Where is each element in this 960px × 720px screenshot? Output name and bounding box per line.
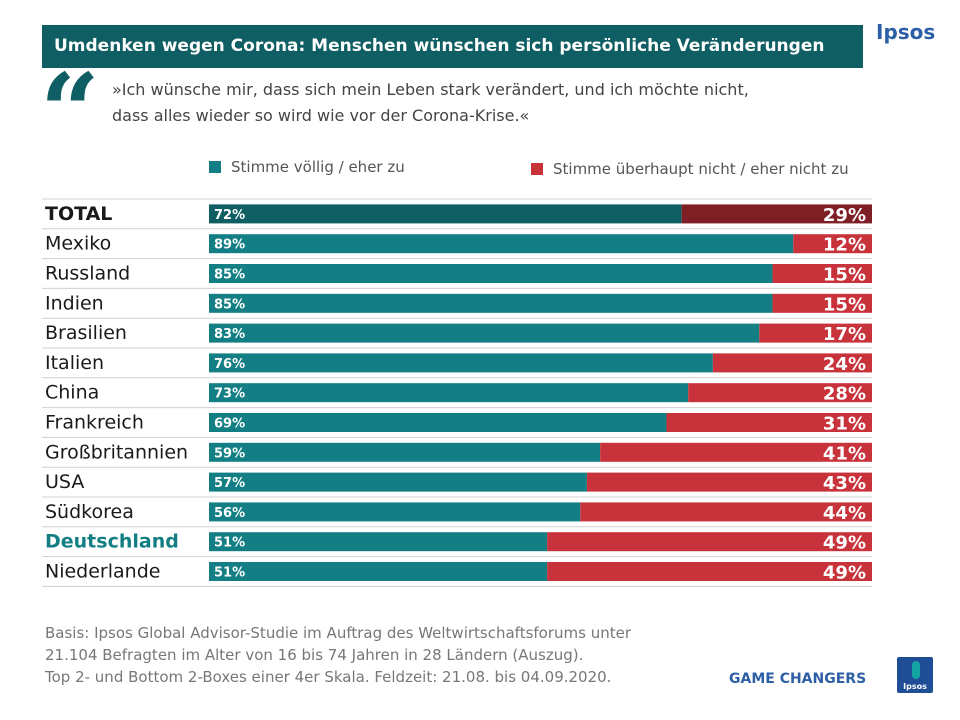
data-label-agree: 69%: [214, 417, 245, 432]
page-title: Umdenken wegen Corona: Menschen wünschen…: [42, 25, 863, 68]
bar-disagree: [712, 353, 872, 373]
bar-disagree: [666, 413, 872, 432]
quote-line: dass alles wieder so wird wie vor der Co…: [112, 106, 530, 125]
bar-disagree: [681, 204, 872, 224]
data-label-agree: 72%: [214, 208, 245, 223]
bar-agree: [209, 413, 667, 432]
bar-agree: [209, 353, 713, 373]
bar-disagree: [580, 502, 872, 522]
data-label-agree: 83%: [214, 327, 245, 342]
legend-swatch-disagree: [531, 163, 543, 175]
data-label-agree: 73%: [214, 387, 245, 402]
tagline: GAME CHANGERS: [729, 671, 867, 687]
legend-label-agree: Stimme völlig / eher zu: [231, 158, 405, 176]
data-label-agree: 85%: [214, 297, 245, 312]
category-label: Niederlande: [45, 561, 160, 583]
data-label-agree: 76%: [214, 357, 245, 372]
data-label-disagree: 17%: [823, 324, 866, 345]
category-label: Mexiko: [45, 233, 111, 255]
basis-line: 21.104 Befragten im Alter von 16 bis 74 …: [45, 646, 584, 664]
bar-disagree: [772, 264, 872, 283]
category-label: USA: [45, 471, 84, 493]
data-label-disagree: 28%: [823, 384, 866, 405]
bar-disagree: [688, 383, 872, 403]
data-label-agree: 85%: [214, 268, 245, 283]
legend-label-disagree: Stimme überhaupt nicht / eher nicht zu: [553, 160, 849, 178]
data-label-disagree: 12%: [823, 235, 866, 256]
logo-text: Ipsos: [903, 682, 927, 691]
data-label-disagree: 15%: [823, 294, 866, 315]
legend-item-disagree: Stimme überhaupt nicht / eher nicht zu: [531, 160, 849, 178]
category-label: Südkorea: [45, 501, 134, 523]
basis-line: Top 2- und Bottom 2-Boxes einer 4er Skal…: [45, 668, 612, 686]
quote-text: »Ich wünsche mir, dass sich mein Leben s…: [112, 77, 832, 129]
bar-agree: [209, 442, 601, 462]
data-label-agree: 51%: [214, 566, 245, 581]
legend-swatch-agree: [209, 161, 221, 173]
category-label: China: [45, 382, 99, 404]
bar-agree: [209, 562, 548, 581]
bar-agree: [209, 383, 689, 403]
bar-disagree: [600, 442, 872, 462]
ipsos-logo: Ipsos: [897, 657, 933, 693]
bar-agree: [209, 264, 773, 283]
bar-disagree: [759, 323, 872, 343]
category-label: Brasilien: [45, 322, 127, 344]
data-label-disagree: 29%: [823, 205, 866, 226]
category-label: Indien: [45, 292, 104, 314]
basis-line: Basis: Ipsos Global Advisor-Studie im Au…: [45, 624, 632, 642]
bar-agree: [209, 234, 794, 254]
category-label: Deutschland: [45, 531, 179, 553]
bar-disagree: [547, 562, 872, 581]
logo-accent-shape: [912, 661, 920, 679]
bar-agree: [209, 472, 587, 492]
brand-wordmark: Ipsos: [876, 20, 936, 44]
data-label-agree: 89%: [214, 238, 245, 253]
quote-line: »Ich wünsche mir, dass sich mein Leben s…: [112, 80, 749, 99]
bar-disagree: [547, 532, 872, 552]
data-label-disagree: 31%: [823, 414, 866, 435]
bar-agree: [209, 204, 682, 224]
data-label-disagree: 44%: [823, 503, 866, 524]
bar-disagree: [586, 472, 872, 492]
basis-note: Basis: Ipsos Global Advisor-Studie im Au…: [45, 622, 745, 688]
stacked-bar-chart: TOTAL 72% 29% Mexiko 89% 12% Russland 85% 15% Ind…: [42, 198, 872, 587]
category-label: Italien: [45, 352, 104, 374]
data-label-agree: 56%: [214, 506, 245, 521]
data-label-disagree: 43%: [823, 473, 866, 494]
data-label-agree: 51%: [214, 536, 245, 551]
bar-disagree: [772, 293, 872, 313]
data-label-disagree: 49%: [823, 563, 866, 584]
category-label: Frankreich: [45, 412, 144, 434]
category-label: TOTAL: [45, 203, 112, 225]
data-label-disagree: 49%: [823, 533, 866, 554]
category-label: Russland: [45, 263, 130, 285]
bar-agree: [209, 323, 760, 343]
bar-agree: [209, 293, 773, 313]
data-label-agree: 59%: [214, 446, 245, 461]
bar-disagree: [793, 234, 872, 254]
data-label-disagree: 24%: [823, 354, 866, 375]
bar-agree: [209, 502, 581, 522]
data-label-disagree: 15%: [823, 265, 866, 286]
legend-item-agree: Stimme völlig / eher zu: [209, 158, 405, 176]
bar-agree: [209, 532, 548, 552]
category-label: Großbritannien: [45, 441, 188, 463]
data-label-disagree: 41%: [823, 443, 866, 464]
data-label-agree: 57%: [214, 476, 245, 491]
